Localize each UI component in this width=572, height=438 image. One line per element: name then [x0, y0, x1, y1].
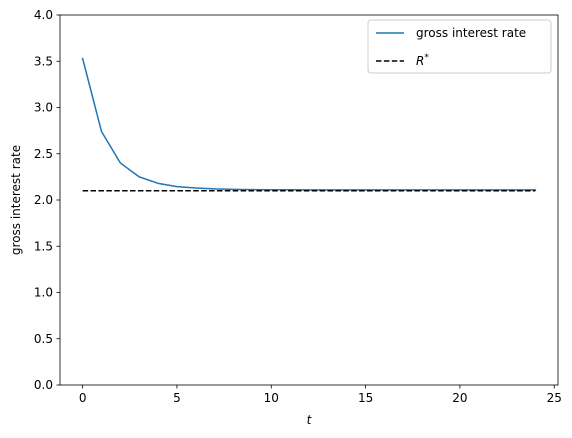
x-tick-label: 10	[264, 391, 279, 405]
y-tick-label: 1.0	[34, 286, 53, 300]
legend-label-r-star-sup: *	[424, 53, 429, 63]
y-tick-label: 4.0	[34, 8, 53, 22]
x-axis-label: t	[307, 413, 313, 427]
plot-lines	[81, 57, 537, 192]
legend-box	[367, 19, 552, 74]
legend-label-r-star-base: R	[416, 54, 424, 68]
y-tick-label: 3.0	[34, 101, 53, 115]
x-tick-label: 5	[173, 391, 181, 405]
y-tick-label: 2.0	[34, 193, 53, 207]
legend: gross interest rate R*	[367, 19, 552, 74]
legend-label-r-star: R*	[416, 53, 429, 68]
y-tick-label: 3.5	[34, 54, 53, 68]
x-tick-label: 20	[452, 391, 467, 405]
legend-label-gross-interest-rate: gross interest rate	[416, 26, 526, 40]
y-tick-label: 0.0	[34, 378, 53, 392]
x-axis: 0 5 10 15 20 25	[79, 385, 562, 405]
series-line-0	[81, 57, 537, 191]
y-tick-label: 1.5	[34, 239, 53, 253]
y-tick-label: 2.5	[34, 147, 53, 161]
y-tick-label: 0.5	[34, 332, 53, 346]
x-tick-label: 25	[547, 391, 562, 405]
x-tick-label: 15	[358, 391, 373, 405]
y-axis: 0.0 0.5 1.0 1.5 2.0 2.5 3.0 3.5 4.0	[34, 8, 60, 392]
y-axis-label: gross interest rate	[9, 145, 23, 255]
x-tick-label: 0	[79, 391, 87, 405]
